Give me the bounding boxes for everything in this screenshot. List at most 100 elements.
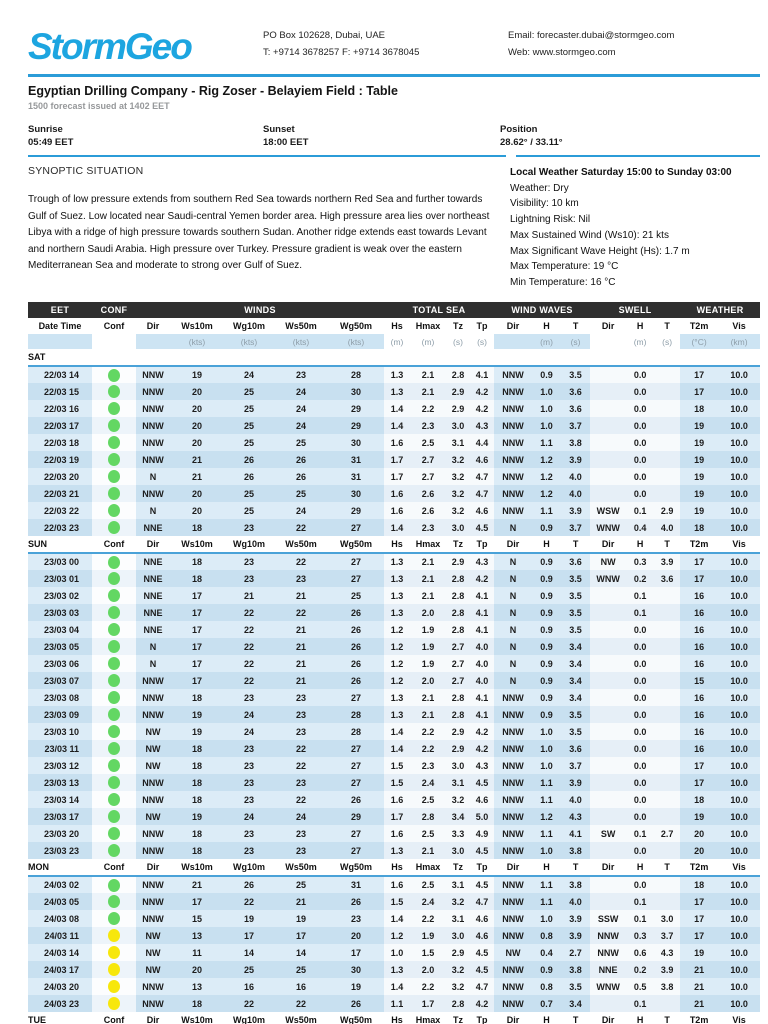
table-cell: 10.0 — [718, 842, 761, 860]
table-cell: 1.0 — [532, 417, 562, 435]
repeated-column-header: Vis — [718, 1012, 761, 1024]
confidence-cell — [92, 638, 136, 656]
table-cell — [654, 434, 681, 452]
table-cell: 5.0 — [470, 808, 495, 826]
table-cell: 20 — [680, 825, 719, 843]
table-cell: 0.0 — [626, 383, 655, 401]
confidence-cell — [92, 978, 136, 996]
confidence-dot-green — [108, 878, 120, 892]
table-cell: 4.7 — [470, 485, 495, 503]
date-time-cell: 23/03 20 — [28, 825, 92, 843]
table-cell: NNW — [136, 417, 170, 435]
forecast-row: 22/03 19 NNW 21 26 26 31 1.7 2.7 3.2 4.6 NNW 1.2 3.9… — [28, 451, 761, 469]
table-cell: 1.9 — [410, 655, 447, 673]
table-cell — [654, 383, 681, 401]
table-cell: 1.1 — [532, 502, 562, 520]
table-cell: 3.4 — [446, 808, 471, 826]
table-cell: 3.6 — [654, 570, 681, 588]
sunrise-value: 05:49 EET — [28, 137, 74, 148]
table-cell: 1.3 — [384, 961, 411, 979]
table-cell: 23 — [224, 519, 274, 537]
table-cell: NW — [136, 723, 170, 741]
table-cell: NNW — [494, 689, 533, 707]
table-cell: 4.6 — [470, 791, 495, 809]
table-cell: 4.5 — [470, 944, 495, 962]
table-cell: 10.0 — [718, 893, 761, 911]
forecast-row: 23/03 13 NNW 18 23 23 27 1.5 2.4 3.1 4.5 NNW 1.1 3.9… — [28, 774, 761, 792]
table-cell: 1.6 — [384, 502, 411, 520]
table-cell: 10.0 — [718, 417, 761, 435]
table-cell: 0.0 — [626, 485, 655, 503]
table-cell — [590, 604, 627, 622]
address-line: PO Box 102628, Dubai, UAE — [263, 30, 385, 41]
table-cell: 21 — [170, 451, 224, 469]
table-cell — [654, 366, 681, 384]
table-cell: 18 — [170, 791, 224, 809]
table-cell: 25 — [224, 485, 274, 503]
sun-info-row: Sunrise 05:49 EET Sunset 18:00 EET Posit… — [28, 123, 760, 149]
unit-cell — [136, 334, 170, 350]
unit-cell: (s) — [561, 334, 591, 350]
table-cell — [590, 383, 627, 401]
table-cell: 2.1 — [410, 383, 447, 401]
table-cell: 4.5 — [470, 774, 495, 792]
repeated-column-header: Conf — [92, 1012, 136, 1024]
table-cell: 0.0 — [626, 791, 655, 809]
table-group-header-row: EET CONF WINDS TOTAL SEA WIND WAVES SWELL WEAT… — [28, 302, 761, 319]
table-cell — [654, 842, 681, 860]
table-cell: 3.0 — [446, 519, 471, 537]
local-weather-item: Max Temperature: 19 °C — [510, 261, 619, 273]
table-cell: 0.0 — [626, 400, 655, 418]
table-cell: 4.7 — [470, 978, 495, 996]
table-cell: NNW — [136, 876, 170, 894]
repeated-column-header: T2m — [680, 536, 719, 555]
table-cell: 24 — [274, 502, 328, 520]
table-cell: 25 — [274, 434, 328, 452]
column-header: Dir — [136, 318, 170, 335]
unit-cell: (kts) — [224, 334, 274, 350]
table-cell: 26 — [224, 876, 274, 894]
repeated-column-header: Tz — [446, 859, 471, 878]
table-cell: 22 — [274, 553, 328, 571]
forecast-row: 23/03 08 NNW 18 23 23 27 1.3 2.1 2.8 4.1 NNW 0.9 3.4… — [28, 689, 761, 707]
repeated-column-header: Hmax — [410, 536, 447, 555]
group-header: CONF — [92, 302, 136, 319]
table-cell: 22 — [274, 791, 328, 809]
position-label: Position — [500, 124, 538, 135]
date-time-cell: 22/03 15 — [28, 383, 92, 401]
repeated-column-header — [224, 349, 274, 368]
repeated-column-header — [274, 349, 328, 368]
repeated-column-header: H — [626, 1012, 655, 1024]
table-cell: 1.0 — [532, 400, 562, 418]
table-cell: 24 — [224, 723, 274, 741]
table-cell — [590, 740, 627, 758]
table-cell: 23 — [274, 774, 328, 792]
synoptic-text: Trough of low pressure extends from sout… — [28, 194, 490, 271]
table-cell: 1.0 — [532, 740, 562, 758]
confidence-cell — [92, 757, 136, 775]
forecast-row: 23/03 03 NNE 17 22 22 26 1.3 2.0 2.8 4.1 N 0.9 3.5 0.… — [28, 604, 761, 622]
date-time-cell: 23/03 10 — [28, 723, 92, 741]
table-cell: 14 — [274, 944, 328, 962]
confidence-dot-green — [108, 453, 120, 467]
table-cell: 0.9 — [532, 519, 562, 537]
table-cell: 2.9 — [446, 944, 471, 962]
table-cell: 18 — [680, 400, 719, 418]
date-time-cell: 22/03 18 — [28, 434, 92, 452]
table-cell: 2.8 — [446, 621, 471, 639]
confidence-cell — [92, 468, 136, 486]
forecast-row: 24/03 05 NNW 17 22 21 26 1.5 2.4 3.2 4.7 NNW 1.1 4.0… — [28, 893, 761, 911]
table-cell: 1.5 — [384, 757, 411, 775]
table-cell: NNW — [136, 383, 170, 401]
table-cell: 0.0 — [626, 723, 655, 741]
header-divider — [28, 74, 760, 77]
table-cell — [654, 876, 681, 894]
date-time-cell: 23/03 01 — [28, 570, 92, 588]
confidence-cell — [92, 808, 136, 826]
table-cell: 0.9 — [532, 638, 562, 656]
repeated-column-header: Ws10m — [170, 859, 224, 878]
confidence-dot-green — [108, 623, 120, 637]
table-cell: 1.4 — [384, 723, 411, 741]
repeated-column-header: Dir — [136, 536, 170, 555]
table-cell: 4.4 — [470, 434, 495, 452]
